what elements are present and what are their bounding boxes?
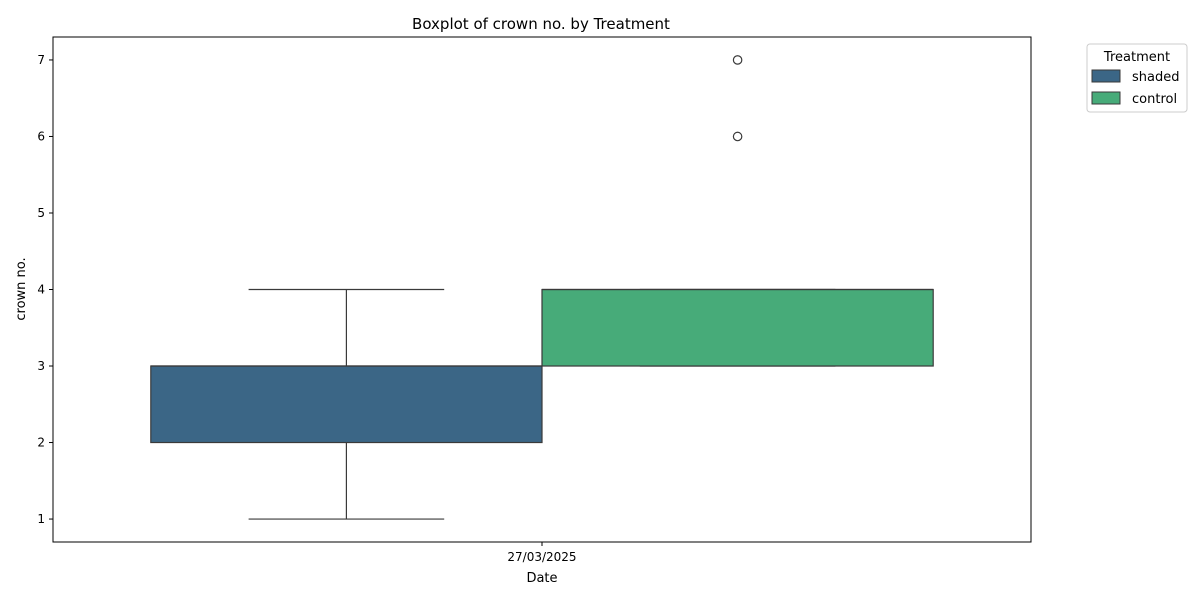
box-control bbox=[541, 288, 934, 367]
legend-title: Treatment bbox=[1103, 50, 1170, 65]
legend-swatch-control bbox=[1091, 91, 1121, 105]
y-tick-label: 5 bbox=[37, 206, 45, 220]
box-shaded bbox=[150, 365, 543, 444]
y-tick-label: 1 bbox=[37, 512, 45, 526]
y-tick-label: 4 bbox=[37, 283, 45, 297]
y-tick-label: 7 bbox=[37, 53, 45, 67]
legend-label-shaded: shaded bbox=[1132, 70, 1179, 85]
y-axis-title: crown no. bbox=[14, 257, 29, 320]
y-tick-label: 6 bbox=[37, 129, 45, 143]
plot-area bbox=[150, 55, 934, 520]
x-axis-title: Date bbox=[526, 571, 557, 586]
y-tick-label: 3 bbox=[37, 359, 45, 373]
chart-title: Boxplot of crown no. by Treatment bbox=[412, 15, 670, 33]
outlier-point bbox=[732, 55, 743, 65]
outlier-point bbox=[732, 131, 743, 142]
legend: Treatment shaded control bbox=[1086, 43, 1188, 113]
x-tick-label: 27/03/2025 bbox=[507, 550, 576, 564]
legend-swatch-shaded bbox=[1091, 69, 1121, 83]
y-tick-label: 2 bbox=[37, 436, 45, 450]
legend-label-control: control bbox=[1132, 92, 1177, 107]
